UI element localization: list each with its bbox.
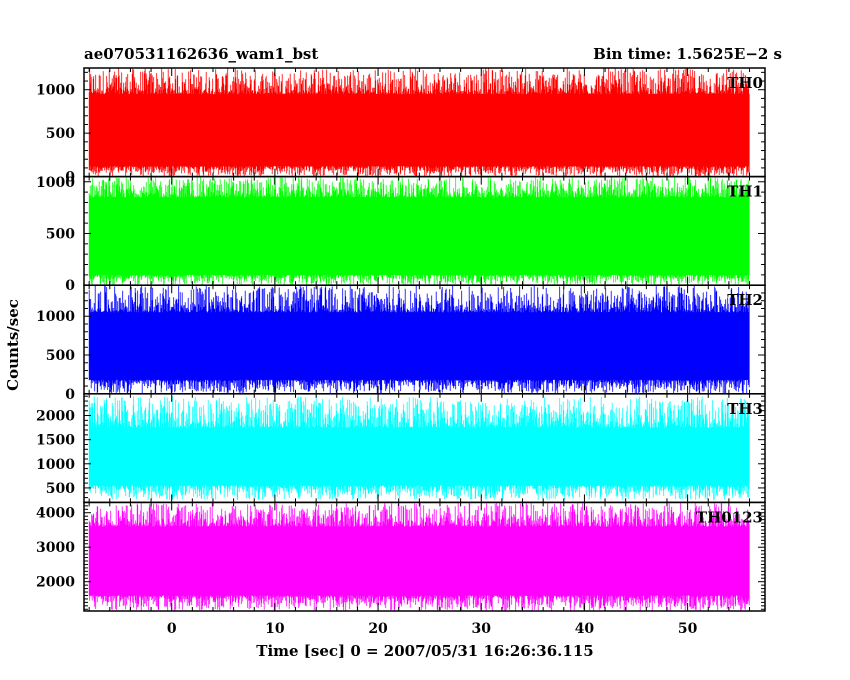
panel-th0123: 2000 3000 4000 TH0123: [36, 501, 766, 612]
panel-th3: 500 1000 1500 2000 TH3: [36, 393, 766, 504]
x-tick-label: 30: [472, 621, 492, 637]
x-tick-label: 40: [575, 621, 595, 637]
series-th0: [88, 68, 750, 177]
series-th1: [88, 176, 750, 286]
x-axis-label: Time [sec] 0 = 2007/05/31 16:26:36.115: [256, 642, 593, 660]
y-tick-label: 0: [65, 387, 75, 403]
series-th3: [88, 396, 750, 500]
chart-title: ae070531162636_wam1_bst: [84, 45, 319, 63]
y-tick-label: 0: [65, 170, 75, 186]
y-tick-label: 1000: [36, 83, 75, 99]
y-tick-label: 1500: [36, 433, 75, 449]
y-tick-label: 0: [65, 278, 75, 294]
panel-label-th1: TH1: [727, 183, 763, 201]
y-tick-label: 3000: [36, 540, 75, 556]
y-tick-label: 4000: [36, 506, 75, 522]
y-tick-label: 500: [46, 126, 75, 142]
bin-time-label: Bin time: 1.5625E−2 s: [593, 45, 782, 63]
y-tick-label: 1000: [36, 457, 75, 473]
x-tick-label: 50: [678, 621, 698, 637]
panel-th2: 0 500 1000 TH2: [36, 284, 766, 403]
panel-label-th2: TH2: [727, 291, 763, 309]
y-tick-label: 2000: [36, 409, 75, 425]
y-axis-label: Counts/sec: [4, 299, 22, 391]
panel-label-th3: TH3: [727, 400, 763, 418]
y-tick-label: 1000: [36, 309, 75, 325]
panel-frame: [83, 501, 766, 612]
panel-th0: 0 500 1000 TH0: [36, 67, 766, 186]
x-tick-label: 10: [265, 621, 285, 637]
y-tick-label: 500: [46, 481, 75, 497]
panel-label-th0123: TH0123: [696, 508, 763, 526]
series-th2: [88, 285, 750, 394]
series-th0123: [88, 502, 750, 611]
x-tick-label: 0: [167, 621, 177, 637]
y-tick-label: 2000: [36, 575, 75, 591]
panel-th1: 0 500 1000 TH1: [36, 175, 766, 294]
x-tick-label: 20: [368, 621, 388, 637]
panel-label-th0: TH0: [727, 74, 763, 92]
y-tick-label: 500: [46, 348, 75, 364]
y-tick-label: 500: [46, 226, 75, 242]
y-tick-label: 1000: [36, 175, 75, 191]
